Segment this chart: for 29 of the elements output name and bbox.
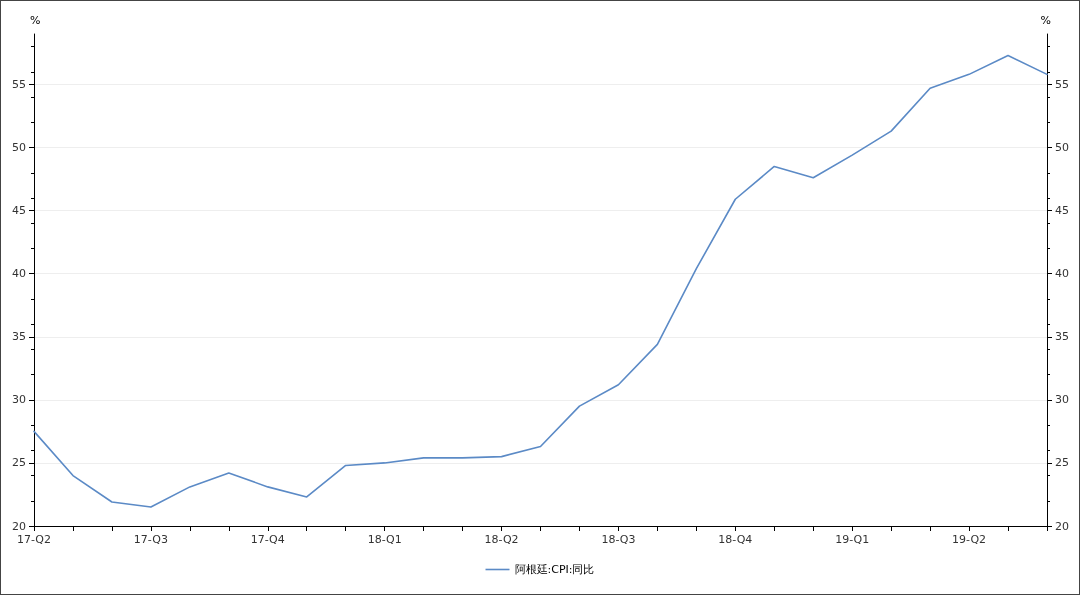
x-tick-label: 18-Q1	[367, 533, 402, 546]
x-tick-label: 17-Q2	[16, 533, 52, 546]
y2-tick-label: 40	[1055, 267, 1069, 281]
y2-tick-label: 30	[1055, 393, 1069, 407]
x-tick-label: 19-Q2	[952, 533, 987, 546]
x-tick-label: 17-Q3	[133, 533, 168, 546]
x-tick-label: 18-Q2	[484, 533, 519, 546]
y-tick-label: 20	[12, 519, 26, 533]
x-tick-label: 17-Q4	[250, 533, 285, 546]
y-tick-label: 45	[12, 204, 26, 218]
y2-tick-label: 45	[1055, 204, 1069, 218]
y-tick-label: 55	[12, 77, 26, 91]
y-tick-label: 25	[12, 456, 26, 470]
y2-tick-label: 20	[1055, 519, 1069, 533]
y-axis-title: %	[30, 14, 41, 27]
y-tick-label: 40	[12, 267, 26, 281]
y-tick-label: 35	[12, 330, 26, 344]
x-tick-label: 18-Q4	[718, 533, 753, 546]
x-tick-label: 19-Q1	[835, 533, 870, 546]
legend-label: 阿根廷:CPI:同比	[514, 563, 595, 576]
y2-axis-title: %	[1040, 14, 1051, 27]
y2-tick-label: 25	[1055, 456, 1069, 470]
y2-tick-label: 55	[1055, 77, 1069, 91]
y-tick-label: 30	[12, 393, 26, 407]
x-tick-label: 18-Q3	[601, 533, 636, 546]
y2-tick-label: 50	[1055, 141, 1069, 155]
line-series	[33, 54, 1048, 508]
y-tick-label: 50	[12, 141, 26, 155]
y2-tick-label: 35	[1055, 330, 1069, 344]
